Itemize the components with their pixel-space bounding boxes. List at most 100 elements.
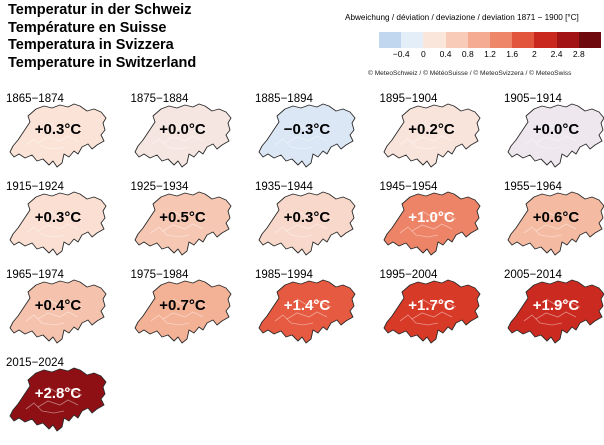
title-italian: Temperatura in Svizzera [8,37,174,53]
legend-bin [401,32,424,48]
temperature-deviation-label: +0.4°C [34,297,82,314]
terrain-line [25,314,65,326]
terrain-line [523,138,563,150]
temperature-deviation-label: +2.8°C [34,385,82,402]
legend-tick-label: 2 [532,49,537,59]
country-shape [134,103,231,168]
legend-tick-label: 1.6 [506,49,519,59]
temperature-deviation-label: +0.0°C [532,121,580,138]
terrain-line [162,311,203,320]
terrain-line [37,223,79,232]
temperature-deviation-label: +1.7°C [408,297,455,314]
map-panel: 1885−1894 −0.3°C [255,93,371,181]
switzerland-map [383,191,480,256]
map-panel: 1925−1934 +0.5°C [131,181,247,269]
period-label: 1895−1904 [379,93,438,105]
terrain-line [296,210,332,220]
legend-tick-label: 0.4 [439,49,452,59]
terrain-line [421,210,456,220]
switzerland-map [9,279,107,344]
terrain-line [296,298,332,308]
period-label: 1915−1924 [6,181,64,193]
switzerland-map [258,279,356,344]
switzerland-map [9,191,107,256]
terrain-line [421,298,456,308]
map-panel: 1945−1954 +1.0°C [380,181,496,269]
legend-bin [445,32,468,48]
country-shape [383,103,480,168]
color-legend: Abweichung / déviation / deviazione / de… [345,12,602,59]
legend-caption: Abweichung / déviation / deviazione / de… [345,13,579,22]
terrain-line [25,402,65,414]
temperature-deviation-label: +0.5°C [159,209,206,226]
terrain-line [37,399,79,408]
period-label: 2005−2014 [504,269,562,281]
temperature-deviation-label: +1.9°C [532,297,580,314]
terrain-line [411,311,452,320]
terrain-line [535,223,577,232]
temperature-deviation-label: +0.3°C [283,209,331,226]
period-label: 1955−1964 [504,181,562,193]
terrain-line [47,298,83,308]
terrain-line [286,135,328,144]
temperature-deviation-label: +0.3°C [34,121,82,138]
country-shape [507,191,604,256]
terrain-line [37,311,79,320]
title-german: Temperatur in der Schweiz [8,2,192,18]
temperature-deviation-label: +0.3°C [34,209,82,226]
period-label: 1875−1884 [130,93,189,105]
country-shape [383,279,480,344]
map-panel: 1935−1944 +0.3°C [255,181,371,269]
period-label: 1975−1984 [130,269,189,281]
temperature-deviation-label: +1.4°C [283,297,331,314]
legend-tick-label: 2.8 [572,49,585,59]
switzerland-map [383,279,480,344]
legend-tick-label: 0.8 [461,49,474,59]
terrain-line [274,226,314,238]
terrain-line [535,311,577,320]
temperature-deviation-label: +0.6°C [532,209,580,226]
temperature-deviation-label: +0.2°C [408,121,455,138]
terrain-line [411,223,452,232]
country-shape [507,279,604,344]
terrain-line [523,226,563,238]
country-shape [134,191,231,256]
map-panel: 1875−1884 +0.0°C [131,93,247,181]
map-panel: 1965−1974 +0.4°C [6,269,122,357]
period-label: 1995−2004 [379,269,438,281]
terrain-line [25,226,65,238]
country-shape [258,103,356,168]
country-shape [9,103,107,168]
map-panel: 1905−1914 +0.0°C [504,93,604,181]
terrain-line [523,314,563,326]
terrain-line [399,138,438,150]
legend-tick-label: 1.2 [484,49,496,59]
switzerland-map [507,279,604,344]
period-label: 2015−2024 [6,357,64,369]
period-label: 1865−1874 [6,93,64,105]
legend-ticks: −0.4 0 0.4 0.8 1.2 1.6 2 2.4 2.8 [379,49,601,61]
terrain-line [150,138,189,150]
switzerland-map [258,191,356,256]
legend-bin [512,32,535,48]
temperature-deviation-label: −0.3°C [283,121,331,138]
country-shape [258,279,356,344]
period-label: 1885−1894 [255,93,313,105]
terrain-line [286,311,328,320]
terrain-line [274,138,314,150]
terrain-line [545,122,581,132]
legend-bin [534,32,557,48]
period-label: 1985−1994 [255,269,313,281]
legend-bin [578,32,602,48]
terrain-line [172,122,207,132]
temperature-deviation-label: +0.7°C [159,297,206,314]
legend-tick-label: −0.4 [392,49,410,59]
terrain-line [162,223,203,232]
country-shape [9,367,107,432]
legend-bin [556,32,579,48]
legend-bin [379,32,402,48]
switzerland-map [507,191,604,256]
terrain-line [47,210,83,220]
switzerland-map [134,103,231,168]
country-shape [507,103,604,168]
